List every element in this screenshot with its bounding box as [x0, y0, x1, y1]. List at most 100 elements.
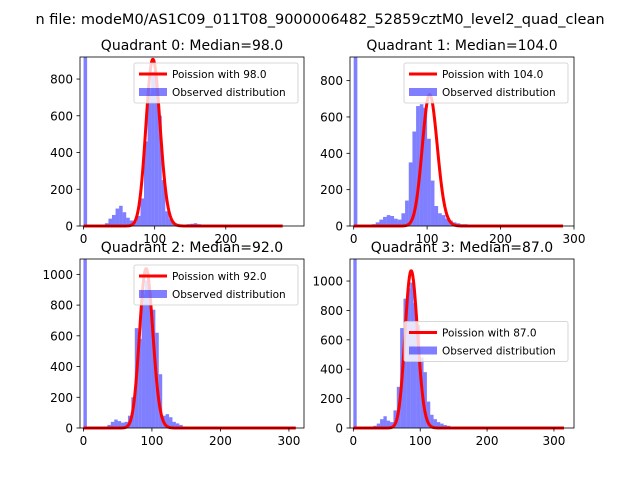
- legend-box: [133, 62, 299, 104]
- y-tick-label: 1000: [42, 268, 73, 282]
- subplot-title: Quadrant 0: Median=98.0: [101, 38, 283, 54]
- axes-frame: [79, 258, 305, 429]
- histogram-bar: [158, 374, 163, 428]
- histogram-bar: [129, 220, 134, 226]
- histogram-bar: [154, 77, 159, 227]
- histogram-bar: [124, 421, 128, 428]
- histogram-bar: [151, 309, 156, 428]
- x-tick-label: 200: [476, 434, 499, 448]
- histogram-bar: [397, 219, 402, 226]
- legend-bar-swatch: [139, 290, 167, 298]
- histogram-bar: [115, 208, 120, 226]
- y-tick-label: 800: [50, 73, 73, 87]
- y-tick-label: 0: [65, 422, 73, 436]
- histogram-bar: [405, 200, 409, 226]
- histogram-bar: [430, 414, 434, 428]
- histogram-bar: [121, 422, 125, 428]
- axes-frame: [349, 56, 575, 227]
- legend-label-poisson: Poission with 87.0: [442, 328, 537, 340]
- histogram-bar: [172, 421, 176, 428]
- y-tick-label: 200: [320, 392, 343, 406]
- histogram-bar: [423, 372, 427, 428]
- histogram-bar: [440, 423, 444, 428]
- legend-label-observed: Observed distribution: [172, 289, 286, 301]
- y-tick-label: 400: [320, 147, 343, 161]
- x-tick-label: 300: [277, 434, 300, 448]
- x-tick-label: 0: [350, 434, 358, 448]
- histogram-bar: [390, 422, 394, 428]
- x-tick-label: 300: [563, 232, 586, 246]
- histogram-bar: [423, 107, 428, 226]
- histogram-bar: [165, 414, 170, 428]
- histogram-bar: [148, 294, 152, 428]
- y-tick-label: 600: [320, 110, 343, 124]
- subplot-quadrant-1: 0 100 200 300 0 200 400 600 800 Quadrant 1: Media…: [320, 38, 585, 246]
- histogram-bar: [445, 218, 450, 226]
- y-tick-label: 200: [320, 183, 343, 197]
- histogram-bar: [119, 205, 123, 226]
- histogram-bar: [383, 416, 387, 428]
- histogram-bar: [110, 421, 115, 428]
- histogram-bar: [108, 218, 112, 226]
- histogram-bar: [161, 180, 166, 226]
- histogram-bar: [427, 138, 431, 226]
- histogram-bar: [380, 419, 384, 428]
- subplot-quadrant-3: 0 100 200 300 0 200 400 600 800 1000 Quadrant 3: M…: [312, 240, 575, 448]
- histogram-bar: [413, 303, 417, 428]
- legend-bar-swatch: [409, 88, 437, 96]
- histogram-bar: [179, 424, 183, 428]
- x-tick-label: 200: [489, 232, 512, 246]
- histogram-bar: [138, 338, 142, 428]
- y-tick-label: 400: [320, 363, 343, 377]
- subplot-quadrant-2: 0 100 200 300 0 200 400 600 800 1000 Quadrant 2: M…: [42, 240, 305, 448]
- histogram-bar: [401, 213, 406, 226]
- histogram-bar: [136, 215, 141, 226]
- histogram-bar: [126, 217, 130, 226]
- histogram-bar: [416, 325, 421, 428]
- histogram-bar: [430, 180, 435, 226]
- histogram-bar-zero-spike: [83, 57, 88, 226]
- histogram-bars: [83, 57, 233, 227]
- histogram-bar: [379, 219, 384, 226]
- histogram-bar: [434, 206, 439, 226]
- y-tick-label: 800: [50, 299, 73, 313]
- histogram-bar: [394, 218, 398, 226]
- y-tick-label: 800: [320, 74, 343, 88]
- y-tick-label: 400: [50, 146, 73, 160]
- figure-suptitle: n file: modeM0/AS1C09_011T08_9000006482_…: [35, 12, 604, 28]
- histogram-bar: [386, 215, 391, 226]
- x-tick-label: 0: [350, 232, 358, 246]
- axes-frame: [349, 258, 575, 429]
- y-tick-label: 1000: [312, 275, 343, 289]
- legend-bar-swatch: [139, 88, 167, 96]
- histogram-bar: [433, 419, 437, 428]
- subplot-quadrant-0: 0 100 200 0 200 400 600 800 Quadrant 0: Median=9…: [50, 38, 305, 246]
- histogram-bar-zero-spike: [83, 259, 87, 428]
- histogram-bar: [147, 93, 152, 226]
- y-tick-label: 0: [65, 220, 73, 234]
- y-tick-label: 200: [50, 391, 73, 405]
- legend: Poission with 104.0 Observed distribution: [403, 62, 569, 104]
- legend-box: [403, 321, 569, 362]
- histogram-bar: [408, 162, 413, 226]
- legend-label-poisson: Poission with 98.0: [172, 69, 267, 81]
- x-tick-label: 100: [143, 232, 166, 246]
- legend-label-poisson: Poission with 92.0: [172, 271, 267, 283]
- x-tick-label: 200: [214, 232, 237, 246]
- histogram-bar: [375, 222, 380, 226]
- histogram-bar: [117, 421, 122, 428]
- y-tick-label: 200: [50, 183, 73, 197]
- x-tick-label: 200: [209, 434, 232, 448]
- histogram-bar: [140, 198, 144, 226]
- poisson-curve: [352, 93, 564, 228]
- histogram-bar-zero-spike: [353, 259, 357, 428]
- x-tick-label: 0: [80, 232, 88, 246]
- histogram-bar: [436, 422, 441, 428]
- histogram-bar: [441, 215, 446, 226]
- legend: Poission with 98.0 Observed distribution: [133, 62, 299, 104]
- histogram-bar: [145, 280, 149, 428]
- histogram-bar: [158, 115, 162, 226]
- histogram-bar: [426, 401, 431, 428]
- x-tick-label: 100: [140, 434, 163, 448]
